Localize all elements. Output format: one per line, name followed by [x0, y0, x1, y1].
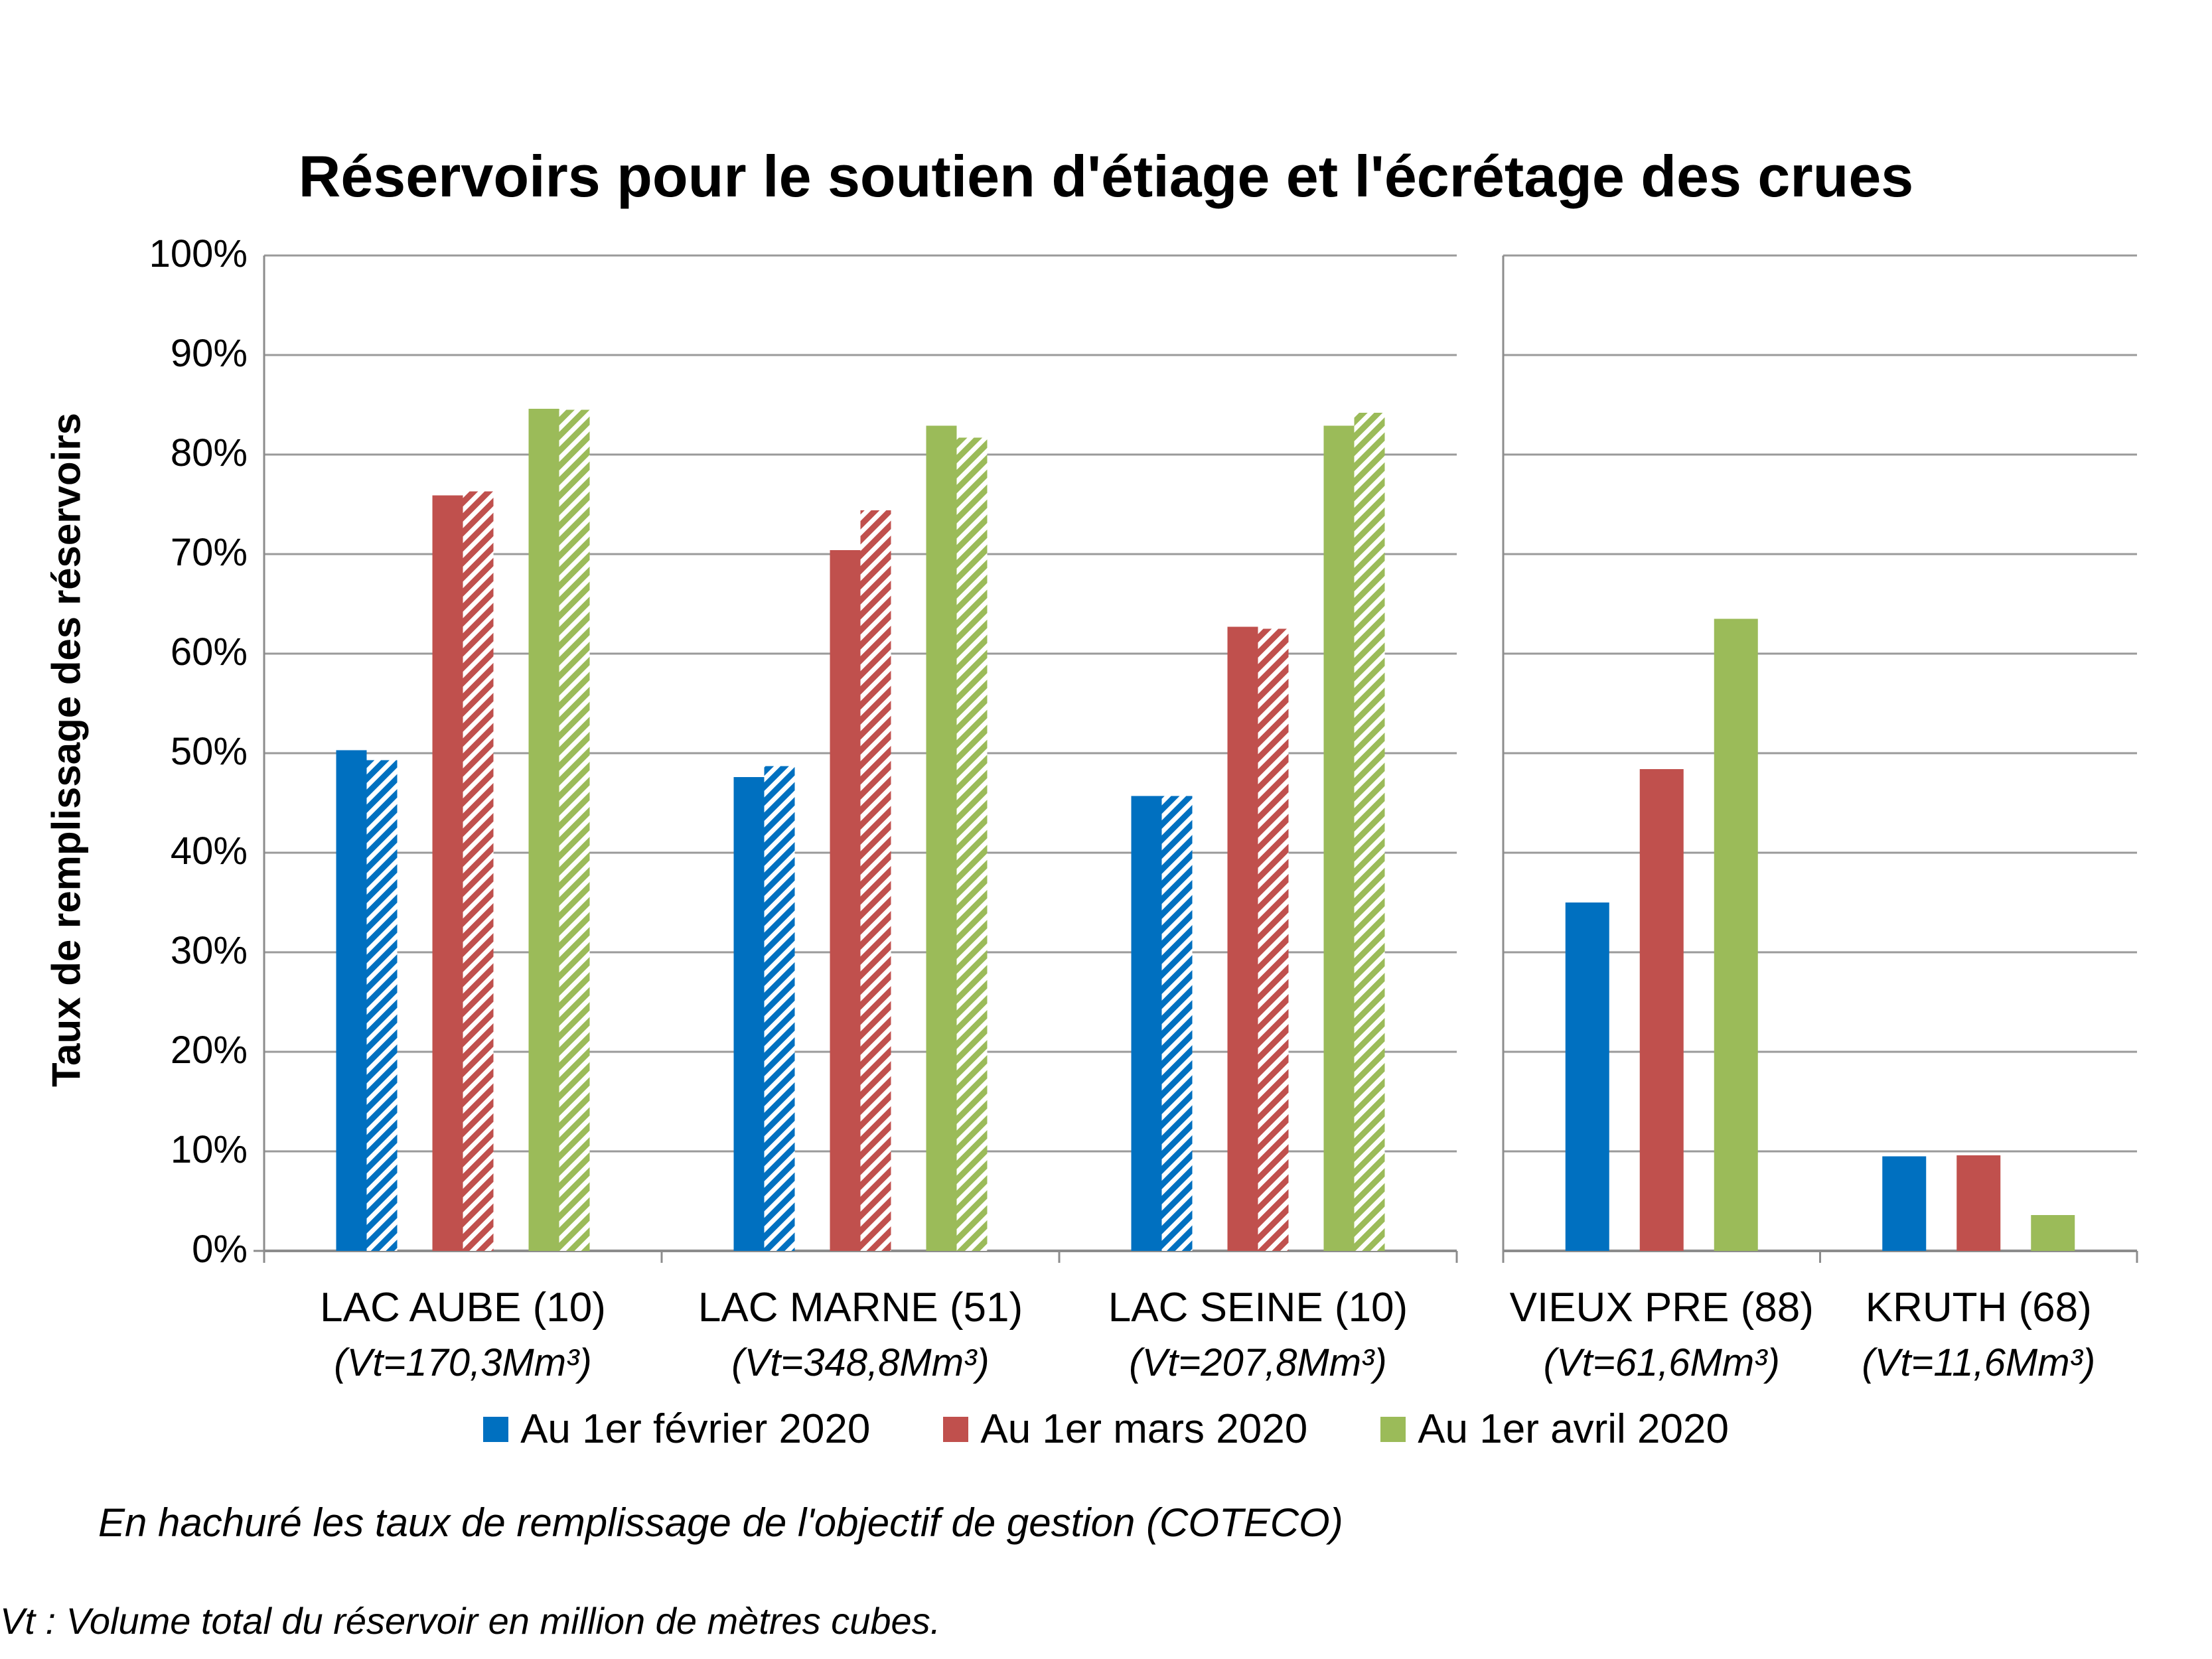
legend-item-mars: Au 1er mars 2020	[943, 1406, 1307, 1453]
legend-swatch	[1380, 1416, 1406, 1442]
bar-mars	[1227, 626, 1258, 1251]
x-category-label: KRUTH (68)	[1865, 1285, 2092, 1331]
bar-fevrier	[1565, 902, 1609, 1251]
chart-title: Réservoirs pour le soutien d'étiage et l…	[298, 143, 1914, 209]
x-category-volume: (Vt=61,6Mm³)	[1543, 1341, 1780, 1384]
bar-objective-fevrier	[764, 766, 795, 1251]
bar-mars	[1956, 1155, 2001, 1251]
legend: Au 1er février 2020 Au 1er mars 2020 Au …	[0, 1406, 2212, 1453]
x-category-label: VIEUX PRE (88)	[1509, 1285, 1814, 1331]
bar-mars	[1639, 769, 1684, 1251]
legend-item-fevrier: Au 1er février 2020	[483, 1406, 870, 1453]
legend-item-avril: Au 1er avril 2020	[1380, 1406, 1729, 1453]
bar-fevrier	[1882, 1156, 1927, 1251]
y-tick-label: 90%	[170, 332, 248, 375]
bar-mars	[432, 495, 463, 1251]
bar-objective-avril	[559, 409, 590, 1251]
y-tick-label: 30%	[170, 929, 248, 972]
bar-objective-mars	[463, 491, 494, 1251]
x-category-label: LAC MARNE (51)	[698, 1285, 1023, 1331]
y-tick-label: 40%	[170, 830, 248, 873]
vt-note: Vt : Volume total du réservoir en millio…	[0, 1600, 941, 1642]
bar-avril	[528, 409, 559, 1251]
bar-mars	[830, 550, 861, 1251]
bar-avril	[926, 425, 957, 1251]
y-tick-label: 70%	[170, 531, 248, 574]
legend-label: Au 1er mars 2020	[980, 1406, 1308, 1452]
legend-label: Au 1er avril 2020	[1418, 1406, 1729, 1452]
legend-swatch	[943, 1416, 969, 1442]
hatch-note: En hachuré les taux de remplissage de l'…	[98, 1500, 1343, 1545]
bar-objective-avril	[1354, 413, 1385, 1251]
y-tick-label: 10%	[170, 1128, 248, 1171]
bar-fevrier	[336, 750, 367, 1251]
bar-avril	[1714, 618, 1758, 1251]
bar-objective-fevrier	[1161, 796, 1193, 1251]
x-category-volume: (Vt=170,3Mm³)	[334, 1341, 592, 1384]
x-category-label: LAC SEINE (10)	[1108, 1285, 1408, 1331]
y-tick-label: 20%	[170, 1029, 248, 1072]
legend-swatch	[483, 1416, 509, 1442]
y-tick-label: 50%	[170, 730, 248, 773]
legend-label: Au 1er février 2020	[520, 1406, 871, 1452]
bar-avril	[1323, 425, 1355, 1251]
bar-fevrier	[1131, 796, 1162, 1251]
x-category-volume: (Vt=207,8Mm³)	[1129, 1341, 1387, 1384]
bar-objective-fevrier	[366, 760, 398, 1251]
x-category-label: LAC AUBE (10)	[320, 1285, 606, 1331]
y-tick-label: 100%	[149, 232, 248, 275]
bar-objective-mars	[1258, 628, 1289, 1251]
x-category-volume: (Vt=11,6Mm³)	[1862, 1341, 2096, 1384]
bar-avril	[2031, 1215, 2075, 1251]
y-tick-label: 60%	[170, 630, 248, 674]
x-category-volume: (Vt=348,8Mm³)	[731, 1341, 990, 1384]
y-tick-label: 0%	[192, 1228, 248, 1271]
bar-fevrier	[733, 777, 765, 1251]
bar-objective-mars	[860, 510, 891, 1251]
y-tick-label: 80%	[170, 431, 248, 474]
bar-objective-avril	[956, 437, 988, 1251]
